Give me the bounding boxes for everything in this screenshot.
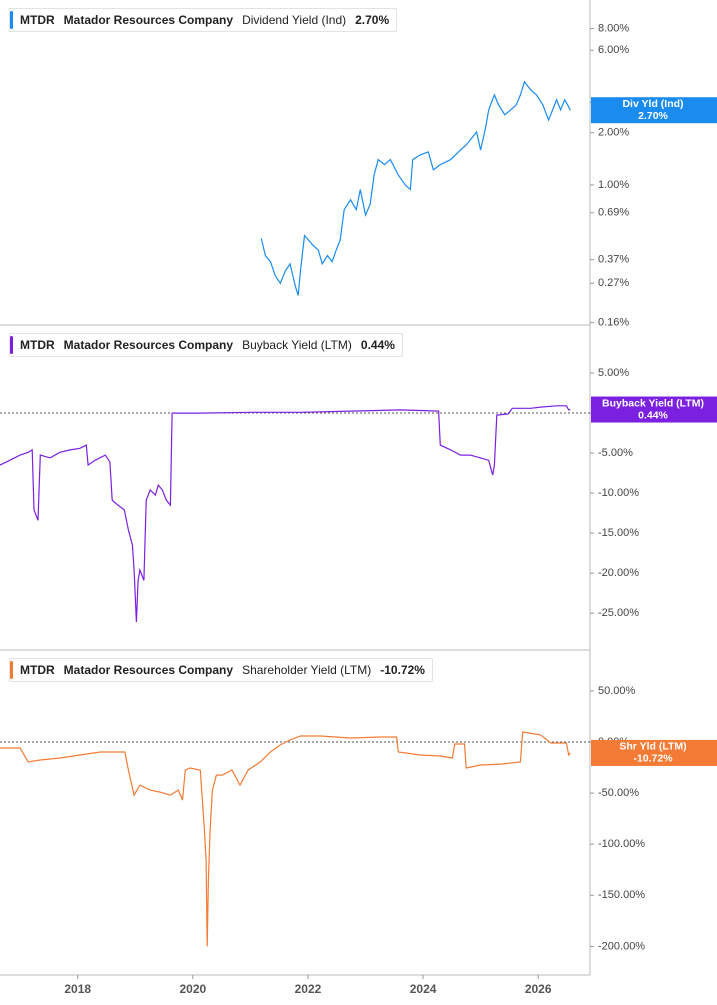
- series-line: [0, 405, 571, 623]
- y-tick-label: -15.00%: [598, 527, 639, 539]
- legend-current: 2.70%: [355, 13, 390, 27]
- value-tag-value: -10.72%: [633, 753, 673, 765]
- legend-ticker: MTDR: [20, 663, 55, 677]
- x-tick-label: 2018: [64, 982, 91, 996]
- y-tick-label: 0.69%: [598, 207, 629, 219]
- y-tick-label: -20.00%: [598, 567, 639, 579]
- value-tag: Shr Yld (LTM)-10.72%: [591, 739, 717, 766]
- y-tick-label: 6.00%: [598, 44, 629, 56]
- y-tick-label: 0.16%: [598, 317, 629, 329]
- legend-current: 0.44%: [360, 338, 395, 352]
- legend-metric: Buyback Yield (LTM): [242, 338, 352, 352]
- y-tick-label: 0.27%: [598, 277, 629, 289]
- y-tick-label: 8.00%: [598, 22, 629, 34]
- legend-metric: Dividend Yield (Ind): [242, 13, 347, 27]
- y-tick-label: -150.00%: [598, 889, 645, 901]
- legend-company: Matador Resources Company: [63, 338, 234, 352]
- legend-ticker: MTDR: [20, 338, 55, 352]
- y-tick-label: -50.00%: [598, 787, 639, 799]
- x-tick-label: 2020: [179, 982, 206, 996]
- y-tick-label: 5.00%: [598, 367, 629, 379]
- series-line: [260, 80, 571, 296]
- value-tag-value: 0.44%: [638, 409, 668, 421]
- value-tag-box: [591, 396, 717, 423]
- legend: MTDR Matador Resources Company Dividend Yi…: [9, 8, 398, 32]
- legend-ticker: MTDR: [20, 13, 55, 27]
- legend-swatch: [10, 336, 13, 354]
- y-tick-label: 1.00%: [598, 179, 629, 191]
- value-tag-value: 2.70%: [638, 110, 668, 122]
- value-tag-box: [591, 739, 717, 766]
- y-tick-label: 0.37%: [598, 254, 629, 266]
- legend-company: Matador Resources Company: [63, 663, 234, 677]
- legend-metric: Shareholder Yield (LTM): [242, 663, 372, 677]
- legend: MTDR Matador Resources Company Shareholder…: [9, 658, 433, 682]
- legend-current: -10.72%: [380, 663, 425, 677]
- value-tag-label: Div Yld (Ind): [622, 98, 683, 110]
- x-tick-label: 2024: [410, 982, 437, 996]
- value-tag: Div Yld (Ind)2.70%: [591, 97, 717, 124]
- legend-swatch: [10, 661, 13, 679]
- series-line: [0, 731, 571, 947]
- legend-swatch: [10, 11, 13, 29]
- value-tag-label: Shr Yld (LTM): [619, 741, 686, 753]
- value-tag-box: [591, 97, 717, 124]
- y-tick-label: -5.00%: [598, 447, 633, 459]
- value-tag-label: Buyback Yield (LTM): [602, 397, 704, 409]
- y-tick-label: -200.00%: [598, 940, 645, 952]
- y-tick-label: -100.00%: [598, 838, 645, 850]
- x-tick-label: 2022: [295, 982, 322, 996]
- x-tick-label: 2026: [525, 982, 552, 996]
- value-tag: Buyback Yield (LTM)0.44%: [591, 396, 717, 423]
- y-tick-label: 50.00%: [598, 685, 636, 697]
- y-tick-label: 2.00%: [598, 127, 629, 139]
- y-tick-label: -10.00%: [598, 487, 639, 499]
- y-tick-label: -25.00%: [598, 607, 639, 619]
- legend: MTDR Matador Resources Company Buyback Yie…: [9, 333, 403, 357]
- legend-company: Matador Resources Company: [63, 13, 234, 27]
